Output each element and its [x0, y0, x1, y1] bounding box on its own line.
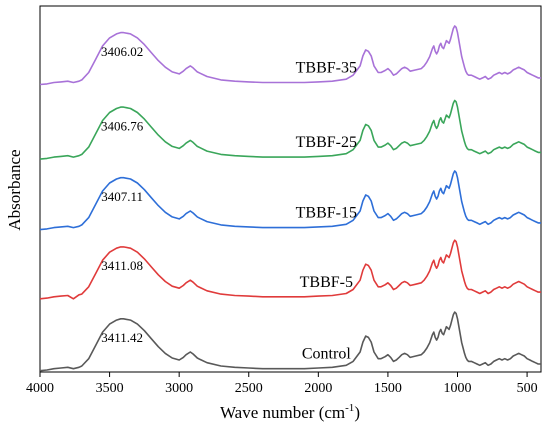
- peak-label-tbbf-5: 3411.08: [101, 258, 143, 273]
- x-axis-title-main: Wave number (cm: [220, 403, 345, 422]
- series-label-layer: Control TBBF-5 TBBF-15 TBBF-25 TBBF-35: [296, 60, 357, 363]
- series-label-tbbf-5: TBBF-5: [300, 274, 353, 291]
- peak-label-tbbf-25: 3406.76: [101, 118, 144, 133]
- peak-label-tbbf-35: 3406.02: [101, 44, 143, 59]
- series-layer: [39, 25, 541, 372]
- series-line-tbbf-25: [39, 99, 541, 160]
- series-label-tbbf-15: TBBF-15: [296, 205, 357, 222]
- y-axis-title: Absorbance: [5, 149, 24, 230]
- x-tick-label: 3000: [165, 381, 193, 396]
- x-tick-label: 2500: [235, 381, 263, 396]
- x-tick-label: 4000: [26, 381, 54, 396]
- x-tick-label: 1500: [374, 381, 402, 396]
- x-axis-title-superscript: -1: [345, 402, 354, 414]
- x-tick-label: 2000: [304, 381, 332, 396]
- series-label-control: Control: [302, 346, 351, 363]
- series-line-tbbf-5: [39, 239, 541, 300]
- peak-label-control: 3411.42: [101, 330, 143, 345]
- plot-frame: [39, 5, 542, 373]
- series-line-control: [39, 311, 541, 372]
- x-axis: 4000 3500 3000 2500 2000 1500 1000 500: [26, 372, 538, 396]
- peak-label-tbbf-15: 3407.11: [101, 189, 143, 204]
- peak-label-layer: 3411.42 3411.08 3407.11 3406.76 3406.02: [101, 44, 144, 345]
- x-tick-label: 1000: [444, 381, 472, 396]
- x-axis-title: Wave number (cm-1): [220, 402, 360, 422]
- series-label-tbbf-35: TBBF-35: [296, 60, 357, 77]
- plot-border: [39, 5, 542, 373]
- series-label-tbbf-25: TBBF-25: [296, 134, 357, 151]
- x-tick-label: 500: [517, 381, 538, 396]
- series-line-tbbf-15: [39, 170, 541, 231]
- series-line-tbbf-35: [39, 25, 541, 86]
- x-tick-label: 3500: [96, 381, 124, 396]
- x-axis-title-close: ): [354, 403, 360, 422]
